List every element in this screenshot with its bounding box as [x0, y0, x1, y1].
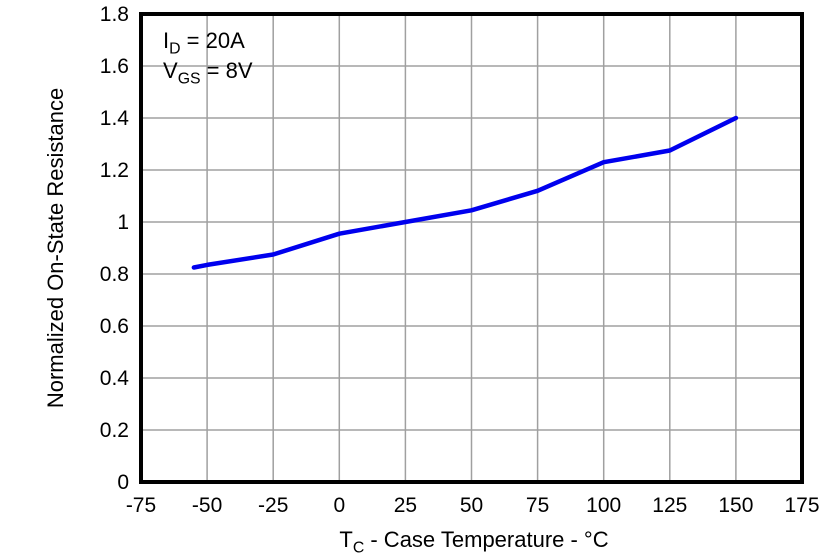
y-tick-label: 0.6 [100, 315, 129, 338]
x-tick-label: 100 [586, 494, 621, 517]
y-tick-label: 1.2 [100, 159, 129, 182]
x-tick-label: 175 [784, 494, 819, 517]
x-tick-label: 50 [460, 494, 483, 517]
x-tick-label: -75 [126, 494, 156, 517]
annotation-subscript: GS [177, 70, 201, 88]
annotation-subscript: D [169, 40, 181, 58]
annotation-symbol: V [163, 58, 178, 83]
y-tick-label: 0 [117, 471, 129, 494]
x-tick-label: 150 [718, 494, 753, 517]
y-tick-label: 0.4 [100, 367, 130, 390]
annotation-value: = 20A [180, 28, 245, 53]
x-tick-label: 75 [526, 494, 549, 517]
series-line-normalized-on-state-resistance [191, 115, 739, 270]
plot-frame [139, 12, 804, 484]
x-axis-title-symbol: T [339, 527, 353, 552]
x-tick-label: 0 [333, 494, 345, 517]
x-tick-label: 125 [652, 494, 687, 517]
y-tick-label: 1.8 [100, 3, 129, 26]
y-tick-label: 0.2 [100, 419, 129, 442]
x-tick-label: -25 [258, 494, 288, 517]
annotation-line-1: ID = 20A [163, 26, 253, 58]
x-tick-label: 25 [394, 494, 417, 517]
conditions-annotation: ID = 20A VGS = 8V [163, 26, 253, 88]
annotation-line-2: VGS = 8V [163, 56, 253, 88]
x-axis-title: TC - Case Temperature - °C [339, 527, 609, 557]
annotation-value: = 8V [200, 58, 253, 83]
y-axis-title: Normalized On-State Resistance [43, 87, 68, 409]
annotation-symbol: I [163, 28, 170, 53]
x-axis-title-text: - Case Temperature - °C [364, 527, 609, 552]
y-tick-label: 1.4 [100, 107, 130, 130]
x-axis-title-subscript: C [352, 539, 365, 557]
y-tick-label: 0.8 [100, 263, 129, 286]
x-tick-label: -50 [192, 494, 222, 517]
y-tick-label: 1.6 [100, 55, 129, 78]
y-tick-label: 1 [117, 211, 129, 234]
